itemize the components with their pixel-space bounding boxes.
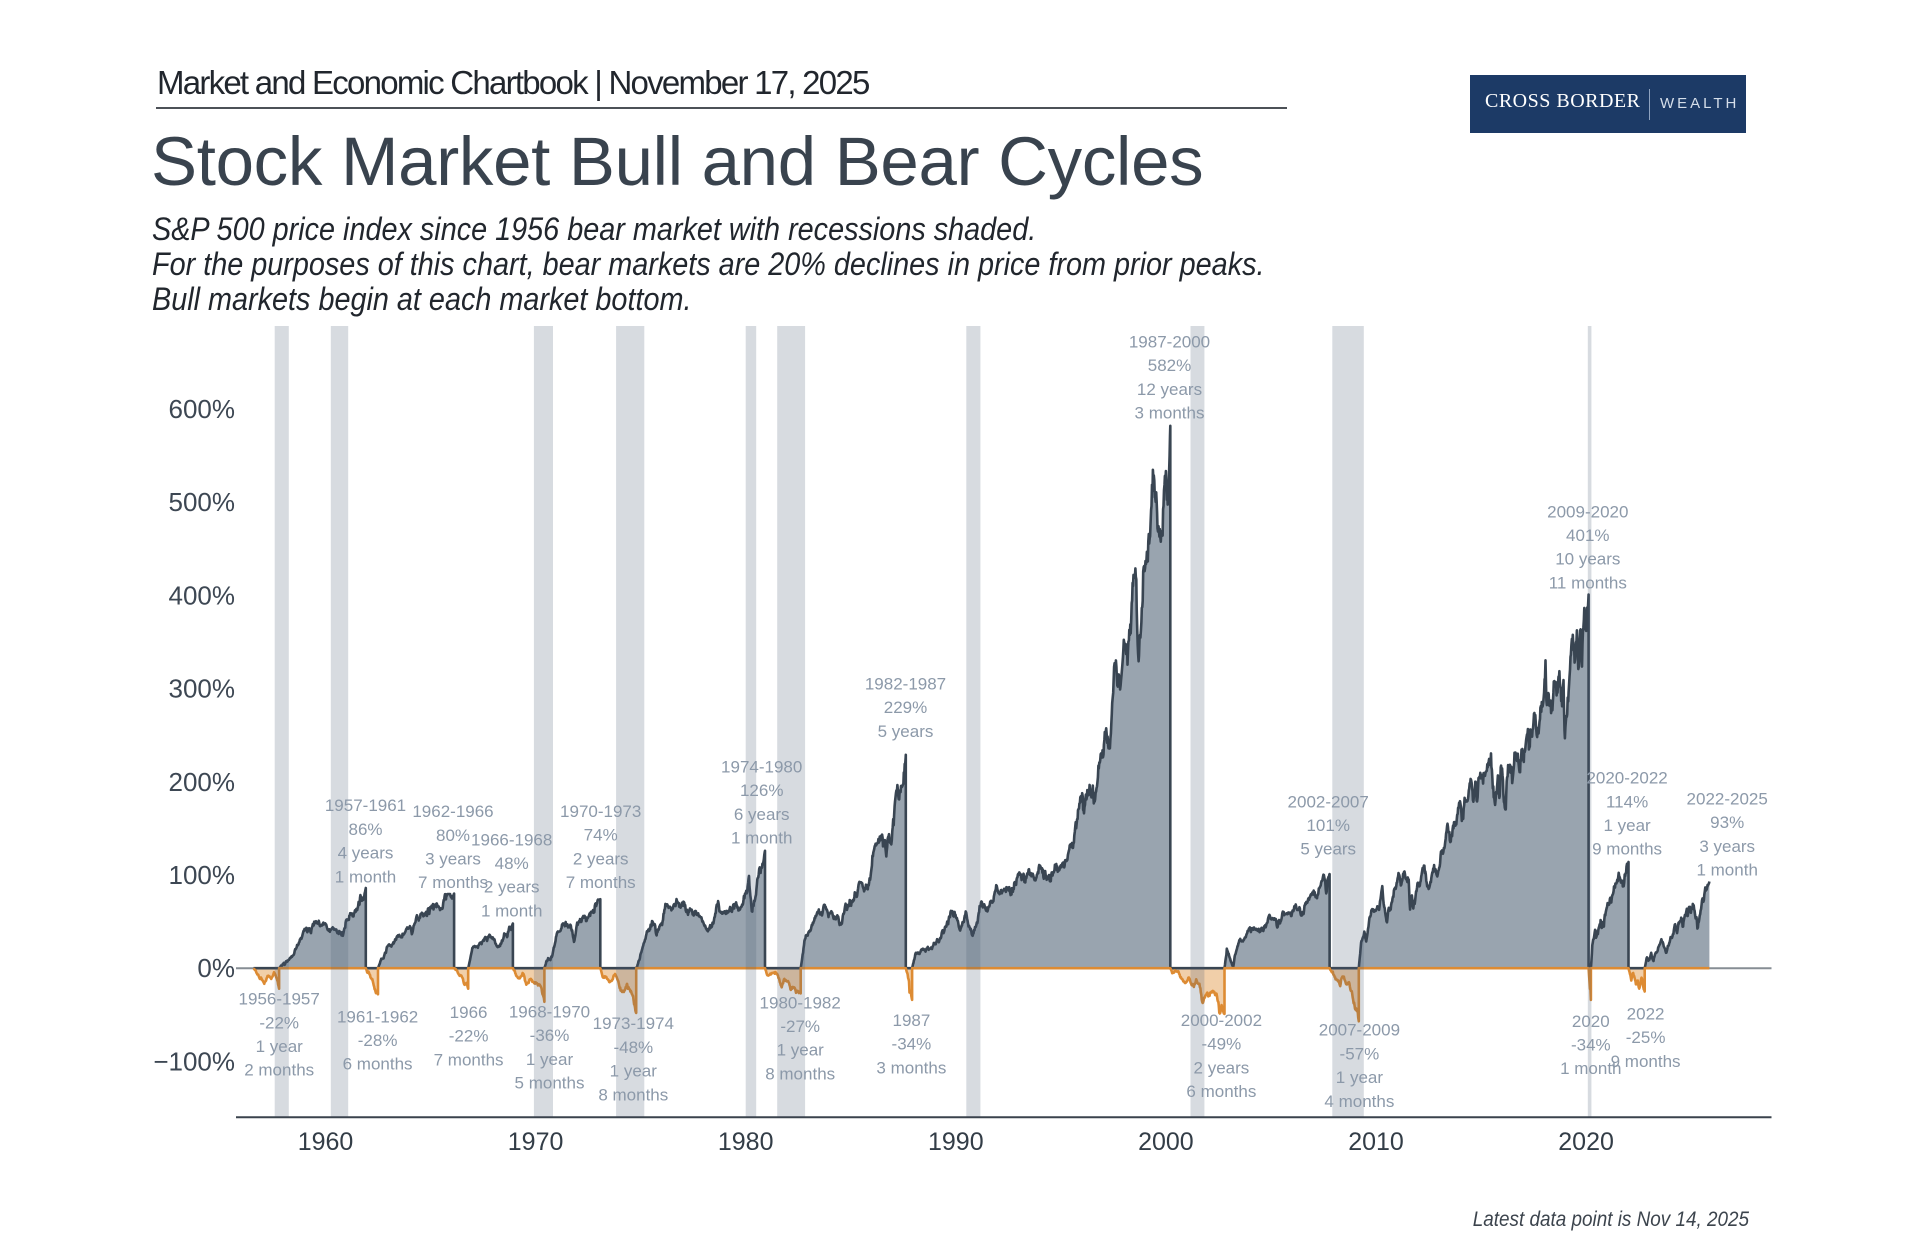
svg-text:229%: 229%	[884, 698, 927, 717]
svg-text:74%: 74%	[584, 826, 618, 845]
svg-text:1966: 1966	[450, 1003, 488, 1022]
svg-text:101%: 101%	[1306, 816, 1349, 835]
svg-text:2020-2022: 2020-2022	[1586, 769, 1667, 788]
svg-text:5 years: 5 years	[1300, 840, 1356, 859]
svg-text:5 months: 5 months	[515, 1074, 585, 1093]
svg-text:7 months: 7 months	[418, 873, 488, 892]
svg-text:1973-1974: 1973-1974	[593, 1014, 674, 1033]
svg-text:1961-1962: 1961-1962	[337, 1007, 418, 1026]
svg-text:-28%: -28%	[358, 1031, 398, 1050]
svg-text:-49%: -49%	[1202, 1035, 1242, 1054]
svg-text:48%: 48%	[495, 854, 529, 873]
svg-text:3 months: 3 months	[1135, 404, 1205, 423]
svg-text:1970: 1970	[508, 1128, 564, 1156]
svg-text:-57%: -57%	[1340, 1044, 1380, 1063]
svg-text:2007-2009: 2007-2009	[1319, 1021, 1400, 1040]
svg-text:−100%: −100%	[153, 1046, 235, 1076]
svg-text:2 months: 2 months	[244, 1061, 314, 1080]
svg-text:1990: 1990	[928, 1128, 984, 1156]
svg-text:400%: 400%	[169, 580, 236, 610]
svg-text:4 months: 4 months	[1324, 1092, 1394, 1111]
svg-text:2022: 2022	[1627, 1004, 1665, 1023]
svg-text:8 months: 8 months	[765, 1064, 835, 1083]
svg-text:600%: 600%	[169, 394, 236, 424]
svg-text:1 year: 1 year	[1603, 816, 1651, 835]
svg-text:1 year: 1 year	[777, 1041, 825, 1060]
svg-text:582%: 582%	[1148, 356, 1191, 375]
svg-text:1982-1987: 1982-1987	[865, 674, 946, 693]
svg-text:1987: 1987	[892, 1011, 930, 1030]
svg-text:8 months: 8 months	[598, 1085, 668, 1104]
svg-text:401%: 401%	[1566, 526, 1609, 545]
svg-text:3 years: 3 years	[1699, 837, 1755, 856]
svg-text:200%: 200%	[169, 767, 236, 797]
svg-text:1962-1966: 1962-1966	[412, 802, 493, 821]
svg-text:-22%: -22%	[449, 1027, 489, 1046]
svg-text:1 month: 1 month	[1696, 861, 1757, 880]
svg-text:1970-1973: 1970-1973	[560, 802, 641, 821]
svg-text:2022-2025: 2022-2025	[1687, 789, 1768, 808]
svg-text:0%: 0%	[197, 953, 235, 983]
svg-text:1 year: 1 year	[1336, 1068, 1384, 1087]
svg-text:7 months: 7 months	[566, 873, 636, 892]
svg-text:9 months: 9 months	[1592, 840, 1662, 859]
svg-text:1987-2000: 1987-2000	[1129, 333, 1210, 352]
svg-text:2020: 2020	[1572, 1012, 1610, 1031]
svg-text:80%: 80%	[436, 826, 470, 845]
svg-text:2 years: 2 years	[484, 878, 540, 897]
svg-text:11 months: 11 months	[1549, 573, 1627, 592]
svg-text:300%: 300%	[169, 674, 236, 704]
svg-text:1 year: 1 year	[526, 1050, 574, 1069]
svg-text:500%: 500%	[169, 487, 236, 517]
svg-text:1968-1970: 1968-1970	[509, 1002, 590, 1021]
svg-text:12 years: 12 years	[1137, 380, 1202, 399]
svg-text:1 month: 1 month	[335, 867, 396, 886]
svg-text:9 months: 9 months	[1611, 1052, 1681, 1071]
svg-text:1956-1957: 1956-1957	[239, 990, 320, 1009]
svg-text:2010: 2010	[1348, 1128, 1404, 1156]
svg-text:-36%: -36%	[530, 1026, 570, 1045]
svg-text:-34%: -34%	[1571, 1036, 1611, 1055]
svg-text:1980-1982: 1980-1982	[760, 993, 841, 1012]
svg-text:3 months: 3 months	[876, 1058, 946, 1077]
svg-text:1960: 1960	[298, 1128, 354, 1156]
svg-text:6 years: 6 years	[734, 805, 790, 824]
svg-text:1974-1980: 1974-1980	[721, 757, 802, 776]
svg-text:4 years: 4 years	[338, 844, 394, 863]
svg-text:-22%: -22%	[259, 1013, 299, 1032]
svg-text:1957-1961: 1957-1961	[325, 796, 406, 815]
svg-text:3 years: 3 years	[425, 850, 481, 869]
svg-text:2002-2007: 2002-2007	[1288, 792, 1369, 811]
svg-text:2000: 2000	[1138, 1128, 1194, 1156]
svg-text:-25%: -25%	[1626, 1028, 1666, 1047]
svg-text:6 months: 6 months	[1186, 1082, 1256, 1101]
svg-text:100%: 100%	[169, 860, 236, 890]
svg-text:1 year: 1 year	[610, 1062, 658, 1081]
svg-text:2 years: 2 years	[1194, 1058, 1250, 1077]
svg-text:-34%: -34%	[892, 1035, 932, 1054]
svg-text:6 months: 6 months	[343, 1055, 413, 1074]
svg-text:5 years: 5 years	[878, 722, 934, 741]
svg-text:1966-1968: 1966-1968	[471, 830, 552, 849]
svg-text:114%: 114%	[1606, 792, 1648, 811]
svg-text:1 month: 1 month	[731, 829, 792, 848]
svg-text:1 month: 1 month	[1560, 1059, 1621, 1078]
svg-text:1 month: 1 month	[481, 901, 542, 920]
svg-text:1980: 1980	[718, 1128, 774, 1156]
svg-text:10 years: 10 years	[1555, 550, 1620, 569]
svg-text:-27%: -27%	[780, 1017, 820, 1036]
svg-text:2009-2020: 2009-2020	[1547, 502, 1628, 521]
svg-text:1 year: 1 year	[256, 1037, 304, 1056]
svg-text:7 months: 7 months	[434, 1050, 504, 1069]
svg-text:-48%: -48%	[613, 1038, 653, 1057]
svg-text:126%: 126%	[740, 781, 783, 800]
svg-text:86%: 86%	[348, 820, 382, 839]
svg-text:2 years: 2 years	[573, 849, 629, 868]
svg-text:2020: 2020	[1558, 1128, 1614, 1156]
svg-text:2000-2002: 2000-2002	[1181, 1011, 1262, 1030]
svg-text:93%: 93%	[1710, 813, 1744, 832]
